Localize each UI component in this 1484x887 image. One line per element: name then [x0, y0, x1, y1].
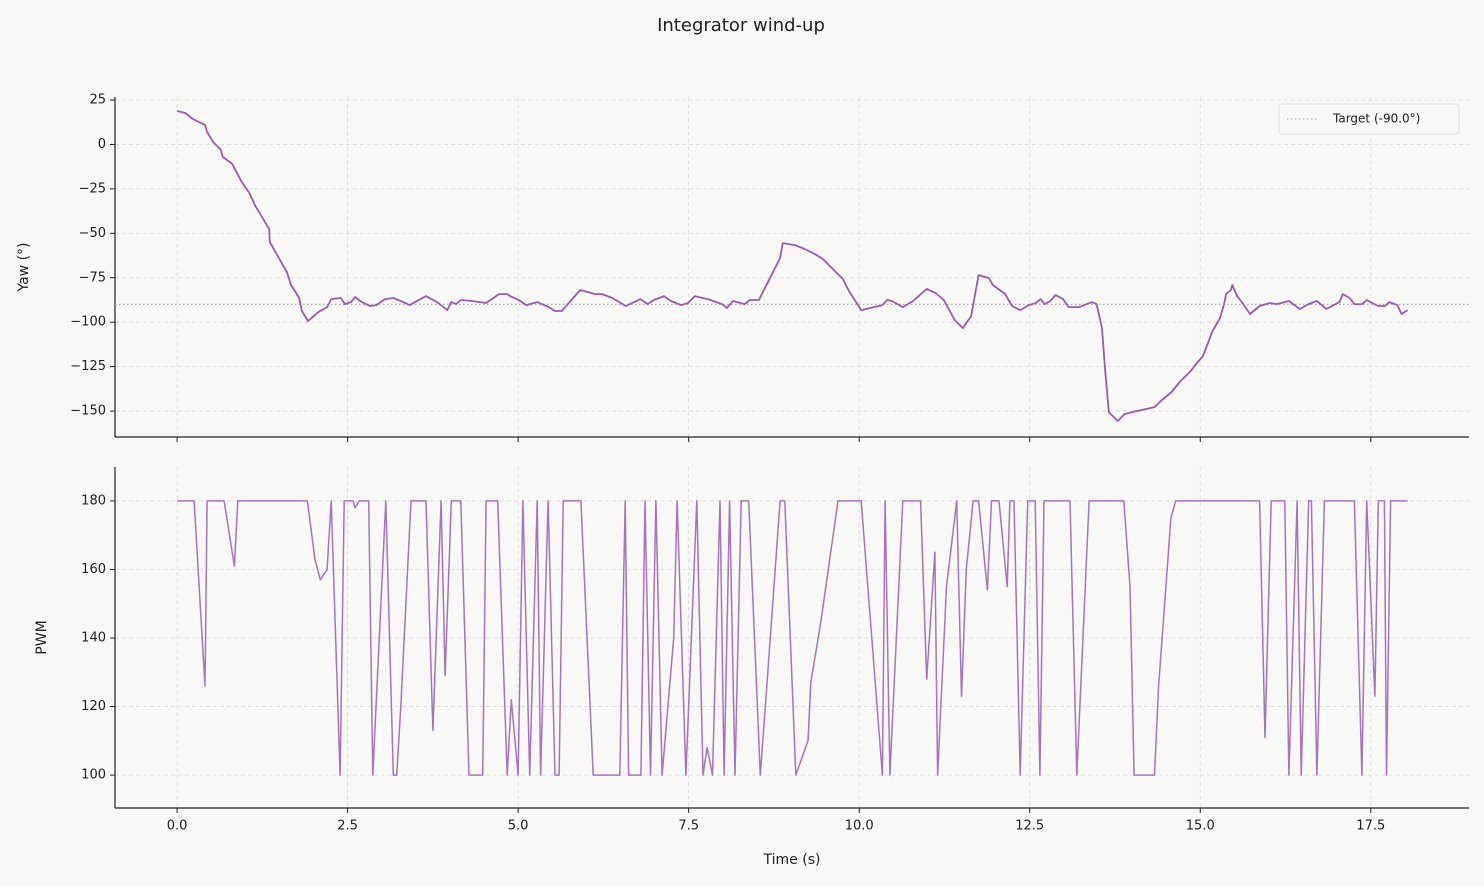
y-tick-label: −75 [79, 270, 106, 285]
y-tick-label: −50 [79, 226, 106, 241]
x-tick-label: 15.0 [1186, 819, 1215, 834]
legend-box [1278, 103, 1460, 135]
y-tick-label: −150 [70, 404, 106, 419]
y-tick-label: −100 [70, 315, 106, 330]
y-tick-label: 140 [81, 631, 106, 646]
x-tick-label: 0.0 [167, 819, 188, 834]
x-tick-label: 12.5 [1015, 819, 1044, 834]
y-tick-label: −125 [70, 359, 106, 374]
y-tick-label: 180 [81, 493, 106, 508]
y-tick-label: 0 [98, 137, 106, 152]
figure-title: Integrator wind-up [657, 15, 825, 36]
data-line [177, 500, 1408, 776]
y-tick-label: 120 [81, 699, 106, 714]
legend-label: Target (-90.0°) [1332, 112, 1420, 126]
x-tick-label: 2.5 [337, 819, 358, 834]
x-tick-label: 5.0 [508, 819, 529, 834]
y-tick-label: 160 [81, 562, 106, 577]
x-tick-label: 17.5 [1356, 819, 1385, 834]
data-line [176, 110, 1409, 422]
y-tick-label: −25 [79, 181, 106, 196]
x-tick-label: 7.5 [678, 819, 699, 834]
y-tick-label: 25 [89, 93, 106, 108]
x-tick-label: 10.0 [845, 819, 874, 834]
y-axis-label: PWM [34, 620, 50, 654]
x-axis-label: Time (s) [763, 852, 821, 868]
y-tick-label: 100 [81, 768, 106, 783]
y-axis-label: Yaw (°) [16, 242, 32, 292]
